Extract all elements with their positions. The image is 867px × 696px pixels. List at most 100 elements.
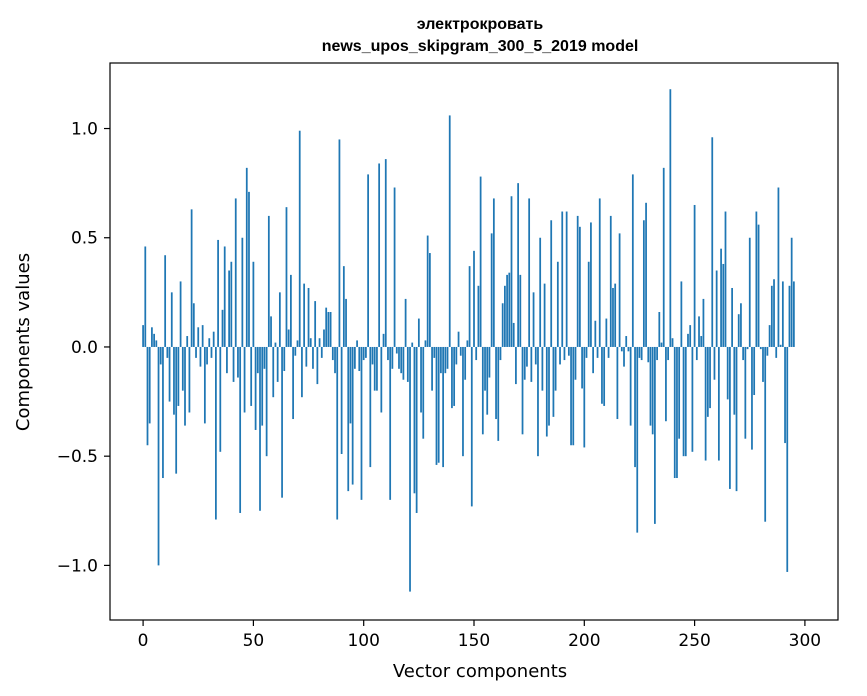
bar-239 bbox=[669, 89, 672, 347]
bar-262 bbox=[720, 248, 722, 347]
bar-144 bbox=[459, 346, 462, 356]
bar-110 bbox=[384, 159, 387, 347]
bar-19 bbox=[184, 346, 186, 426]
bar-259 bbox=[713, 346, 716, 380]
bar-212 bbox=[609, 215, 612, 347]
bar-94 bbox=[349, 346, 352, 424]
bar-92 bbox=[345, 298, 347, 347]
bar-147 bbox=[466, 340, 469, 347]
x-axis: 0 50 100 150 200 250 300 bbox=[138, 620, 821, 651]
bar-292 bbox=[786, 346, 789, 572]
bar-95 bbox=[351, 346, 354, 485]
bar-40 bbox=[230, 261, 233, 347]
bar-115 bbox=[395, 346, 398, 354]
bar-35 bbox=[219, 346, 222, 452]
bar-159 bbox=[492, 198, 495, 347]
bar-248 bbox=[689, 325, 692, 347]
bar-90 bbox=[340, 346, 343, 454]
bar-229 bbox=[647, 346, 650, 363]
bar-215 bbox=[616, 346, 619, 420]
bar-98 bbox=[358, 346, 361, 371]
bar-244 bbox=[680, 281, 683, 347]
bar-253 bbox=[700, 336, 703, 347]
bar-0 bbox=[142, 325, 144, 347]
bar-221 bbox=[629, 346, 632, 426]
bar-200 bbox=[583, 346, 586, 448]
bar-169 bbox=[515, 346, 517, 385]
bar-285 bbox=[770, 285, 773, 347]
bar-270 bbox=[737, 314, 740, 347]
bar-123 bbox=[413, 346, 416, 494]
bar-201 bbox=[585, 346, 588, 358]
bar-117 bbox=[400, 346, 403, 374]
bar-173 bbox=[523, 346, 526, 380]
bar-149 bbox=[470, 346, 473, 507]
bar-158 bbox=[490, 233, 493, 347]
bar-3 bbox=[148, 346, 151, 424]
bar-9 bbox=[162, 346, 164, 479]
bar-190 bbox=[561, 211, 564, 347]
bar-203 bbox=[590, 222, 592, 347]
bar-26 bbox=[199, 346, 202, 367]
x-tick-label-0: 0 bbox=[138, 631, 149, 651]
bar-134 bbox=[437, 346, 440, 463]
bar-7 bbox=[157, 346, 160, 566]
bar-174 bbox=[526, 346, 528, 367]
bar-193 bbox=[567, 346, 570, 356]
bar-50 bbox=[252, 261, 255, 347]
bar-59 bbox=[272, 346, 275, 398]
y-tick-label-4: 1.0 bbox=[71, 120, 98, 140]
bar-247 bbox=[687, 333, 689, 347]
bar-137 bbox=[444, 346, 447, 374]
bar-57 bbox=[267, 215, 270, 347]
bar-49 bbox=[250, 346, 253, 406]
bar-252 bbox=[698, 316, 700, 347]
bar-21 bbox=[188, 346, 191, 413]
bar-197 bbox=[576, 215, 579, 347]
bar-89 bbox=[338, 139, 341, 347]
bar-216 bbox=[618, 233, 621, 347]
bar-154 bbox=[481, 346, 484, 435]
bar-180 bbox=[539, 237, 542, 347]
bar-208 bbox=[601, 346, 603, 404]
bar-283 bbox=[766, 346, 769, 356]
bar-222 bbox=[631, 174, 634, 347]
y-axis-label: Components values bbox=[13, 253, 34, 431]
bar-135 bbox=[440, 346, 442, 374]
bar-170 bbox=[517, 183, 519, 347]
bar-54 bbox=[261, 346, 264, 426]
bar-1 bbox=[144, 246, 147, 347]
bar-168 bbox=[512, 322, 515, 347]
bar-67 bbox=[290, 274, 292, 347]
bar-93 bbox=[347, 346, 350, 492]
bar-6 bbox=[155, 340, 158, 347]
bar-146 bbox=[464, 346, 467, 380]
y-tick-label-1: −0.5 bbox=[57, 447, 98, 467]
bar-10 bbox=[164, 255, 167, 347]
bar-183 bbox=[545, 346, 548, 437]
bar-29 bbox=[206, 346, 208, 365]
bar-199 bbox=[581, 346, 583, 389]
bar-157 bbox=[488, 346, 491, 378]
bar-166 bbox=[508, 272, 511, 347]
bar-231 bbox=[651, 346, 654, 435]
y-tick-label-0: −1.0 bbox=[57, 556, 98, 576]
bar-223 bbox=[634, 346, 636, 468]
bar-18 bbox=[181, 346, 184, 391]
bar-241 bbox=[673, 346, 676, 479]
bar-171 bbox=[519, 274, 522, 347]
bar-213 bbox=[612, 287, 614, 347]
bar-293 bbox=[788, 285, 791, 347]
bar-122 bbox=[411, 342, 414, 347]
bar-44 bbox=[239, 346, 242, 513]
bar-106 bbox=[376, 346, 378, 391]
bar-48 bbox=[248, 191, 250, 347]
bar-112 bbox=[389, 346, 392, 500]
bar-268 bbox=[733, 346, 736, 415]
bar-242 bbox=[676, 346, 678, 479]
bar-245 bbox=[682, 346, 685, 457]
bar-264 bbox=[724, 211, 727, 347]
bar-41 bbox=[232, 346, 235, 382]
bar-156 bbox=[486, 346, 489, 415]
bar-176 bbox=[530, 346, 533, 382]
